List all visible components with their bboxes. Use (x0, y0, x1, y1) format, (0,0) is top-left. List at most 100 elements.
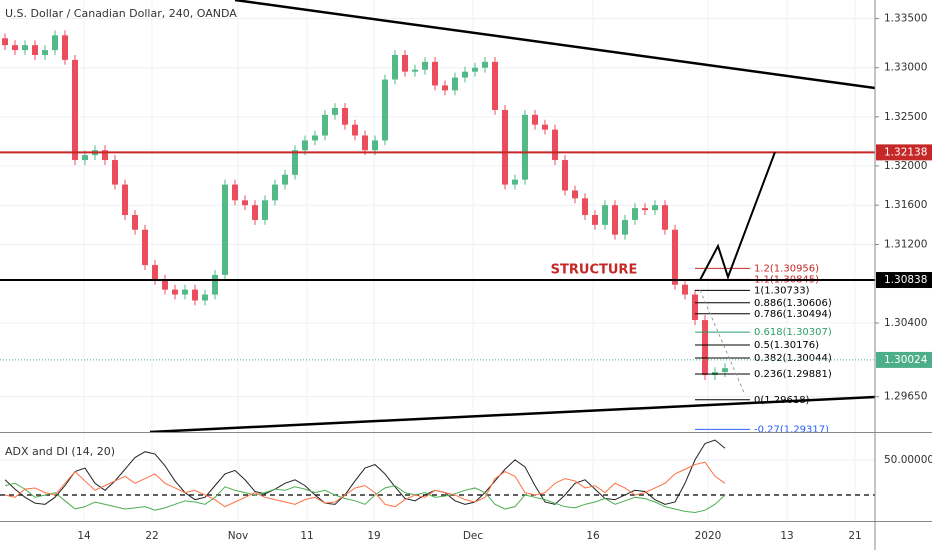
fib-label: -0.27(1.29317) (754, 424, 829, 435)
candle-body (722, 368, 728, 373)
candle-body (472, 67, 478, 72)
candle-body (342, 108, 348, 125)
candle-body (252, 205, 258, 220)
candle-body (112, 160, 118, 185)
candle-body (42, 50, 48, 55)
candle-body (52, 35, 58, 51)
fib-label: 1(1.30733) (754, 285, 810, 296)
candle-body (572, 190, 578, 199)
price-label-box (876, 351, 932, 368)
candle-body (122, 184, 128, 216)
candle-body (542, 124, 548, 130)
candle-body (292, 150, 298, 175)
candle-body (232, 184, 238, 201)
candle-body (382, 79, 388, 141)
candle-body (392, 54, 398, 80)
candle-body (182, 289, 188, 295)
y-tick-label: 1.30400 (884, 317, 927, 329)
candle-body (222, 184, 228, 275)
fib-label: 0.618(1.30307) (754, 327, 832, 338)
price-label: 1.30024 (884, 354, 928, 366)
price-label: 1.32138 (884, 146, 927, 158)
candle-body (432, 61, 438, 86)
candle-body (692, 294, 698, 321)
fib-label: 0.382(1.30044) (754, 353, 832, 364)
candle-body (452, 77, 458, 91)
y-tick-label: 50.00000 (884, 454, 932, 466)
candle-body (662, 205, 668, 230)
candle-body (562, 160, 568, 191)
fib-trend (699, 289, 746, 396)
indicator-line (4, 461, 726, 508)
price-pane: 1.2(1.30956)1.1(1.30845)1(1.30733)0.886(… (0, 30, 875, 435)
indicator-pane (0, 439, 875, 514)
indicator-line (4, 482, 726, 514)
price-label: 1.30838 (884, 274, 927, 286)
candle-body (362, 135, 368, 151)
candle-body (162, 279, 168, 290)
candle-body (142, 229, 148, 266)
x-tick-label: 11 (300, 530, 313, 542)
candle-body (612, 205, 618, 235)
price-label-box (876, 272, 932, 289)
candle-body (202, 294, 208, 301)
candle-body (102, 150, 108, 161)
x-tick-label: 14 (77, 530, 91, 542)
projection-arrow (699, 151, 776, 281)
candle-body (582, 198, 588, 216)
candle-body (262, 200, 268, 220)
candle-body (172, 289, 178, 295)
candle-body (2, 38, 8, 46)
candle-body (622, 219, 628, 235)
candle-body (62, 35, 68, 60)
candle-body (132, 215, 138, 230)
candle-body (412, 69, 418, 72)
candle-body (482, 61, 488, 68)
candle-body (22, 45, 28, 51)
candle-body (302, 140, 308, 151)
candle-body (332, 108, 338, 115)
drawings (149, 0, 875, 432)
candle-body (672, 229, 678, 285)
candle-body (462, 71, 468, 78)
candle-body (682, 284, 688, 295)
candle-body (642, 208, 648, 211)
candle-body (352, 124, 358, 136)
candle-body (492, 61, 498, 110)
candle-body (192, 289, 198, 301)
fib-label: 0.236(1.29881) (754, 369, 832, 380)
candle-body (512, 179, 518, 185)
trendline (234, 0, 875, 90)
x-tick-label: 13 (780, 530, 793, 542)
y-tick-label: 1.33000 (884, 62, 927, 74)
candle-body (312, 135, 318, 141)
grid (0, 0, 875, 521)
x-tick-label: 2020 (695, 530, 722, 542)
y-tick-label: 1.33500 (884, 13, 927, 25)
candle-body (212, 274, 218, 295)
candle-body (402, 54, 408, 72)
candle-body (652, 205, 658, 211)
y-tick-label: 1.32000 (884, 160, 927, 172)
x-tick-label: 16 (586, 530, 600, 542)
x-tick-label: Dec (463, 530, 484, 542)
trendline (149, 395, 875, 432)
candle-body (282, 174, 288, 185)
candle-body (602, 205, 608, 225)
y-tick-label: 1.31600 (884, 199, 927, 211)
candle-body (502, 109, 508, 185)
candle-body (422, 61, 428, 70)
candle-body (72, 59, 78, 161)
x-tick-label: Nov (228, 530, 249, 542)
fib-label: 1.2(1.30956) (754, 263, 819, 274)
indicator-title: ADX and DI (14, 20) (5, 445, 115, 458)
candle-body (242, 200, 248, 206)
x-tick-label: 21 (848, 530, 861, 542)
candle-body (632, 208, 638, 220)
y-tick-label: 1.29650 (884, 391, 927, 403)
candle-body (532, 114, 538, 125)
price-label-box (876, 144, 932, 161)
fib-label: 0.886(1.30606) (754, 298, 832, 309)
